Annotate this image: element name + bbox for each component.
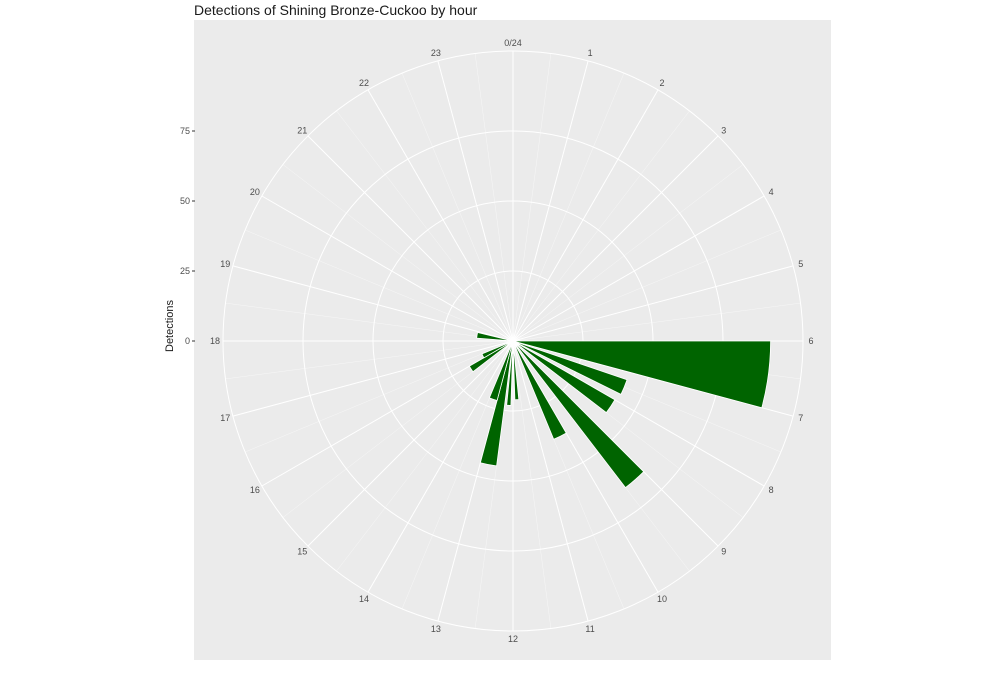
minor-radial-gridline	[512, 340, 552, 629]
major-radial-gridline	[307, 135, 514, 342]
hour-tick-label: 15	[297, 547, 307, 557]
y-tick-label: 75	[180, 126, 190, 136]
hour-tick-label: 20	[250, 187, 260, 197]
hour-tick-label: 12	[508, 634, 518, 644]
major-radial-gridline	[512, 60, 589, 342]
minor-radial-gridline	[512, 73, 625, 342]
minor-radial-gridline	[512, 164, 744, 342]
major-radial-gridline	[232, 340, 514, 417]
hour-tick-label: 2	[659, 78, 664, 88]
y-tick-label: 0	[185, 336, 190, 346]
minor-radial-gridline	[336, 110, 514, 342]
chart-title: Detections of Shining Bronze-Cuckoo by h…	[194, 2, 478, 18]
bar-wedge	[481, 340, 514, 359]
bar-wedge	[512, 340, 628, 395]
hour-tick-label: 14	[359, 594, 369, 604]
bar-wedge	[488, 340, 514, 401]
minor-radial-gridline	[512, 229, 781, 342]
minor-radial-gridline	[512, 110, 690, 342]
hour-tick-label: 17	[220, 413, 230, 423]
hour-tick-label: 4	[769, 187, 774, 197]
minor-radial-gridline	[282, 164, 514, 342]
hour-tick-label: 3	[721, 125, 726, 135]
minor-radial-gridline	[512, 53, 552, 342]
bar-wedge	[512, 340, 616, 414]
major-radial-gridline	[367, 89, 514, 342]
major-radial-gridline	[437, 60, 514, 342]
y-tick-label: 25	[180, 266, 190, 276]
outer-circle	[222, 50, 804, 632]
bar-wedge	[512, 340, 645, 489]
minor-radial-gridline	[225, 340, 514, 380]
hour-tick-label: 22	[359, 78, 369, 88]
hour-tick-label: 9	[721, 547, 726, 557]
bar-wedge	[506, 340, 514, 406]
bar-wedge	[468, 340, 514, 373]
bar-wedge	[476, 332, 514, 342]
minor-radial-gridline	[474, 53, 514, 342]
hour-tick-label: 1	[588, 48, 593, 58]
hour-tick-label: 23	[431, 48, 441, 58]
minor-radial-gridline	[225, 302, 514, 342]
minor-radial-gridline	[245, 340, 514, 453]
hour-tick-label: 6	[808, 336, 813, 346]
major-radial-gridline	[307, 340, 514, 547]
hour-tick-label: 13	[431, 624, 441, 634]
major-radial-gridline	[512, 265, 794, 342]
hour-tick-label: 21	[297, 125, 307, 135]
minor-radial-gridline	[336, 340, 514, 572]
major-radial-gridline	[261, 195, 514, 342]
minor-radial-gridline	[401, 73, 514, 342]
hour-tick-label: 19	[220, 259, 230, 269]
minor-radial-gridline	[245, 229, 514, 342]
major-radial-gridline	[512, 135, 719, 342]
bar-wedge	[512, 340, 772, 409]
bar-wedge	[512, 340, 520, 401]
hour-tick-label: 18	[210, 336, 220, 346]
hour-tick-label: 0/24	[504, 38, 522, 48]
hour-tick-label: 11	[585, 624, 594, 634]
hour-tick-label: 10	[657, 594, 667, 604]
major-radial-gridline	[512, 89, 659, 342]
y-tick-label: 50	[180, 196, 190, 206]
major-radial-gridline	[512, 340, 589, 622]
bar-wedge	[512, 340, 567, 440]
hour-tick-label: 5	[798, 259, 803, 269]
hour-tick-label: 7	[798, 413, 803, 423]
minor-radial-gridline	[512, 302, 801, 342]
major-radial-gridline	[367, 340, 514, 593]
major-radial-gridline	[512, 195, 765, 342]
hour-tick-label: 16	[250, 485, 260, 495]
hour-tick-label: 8	[769, 485, 774, 495]
major-radial-gridline	[232, 265, 514, 342]
